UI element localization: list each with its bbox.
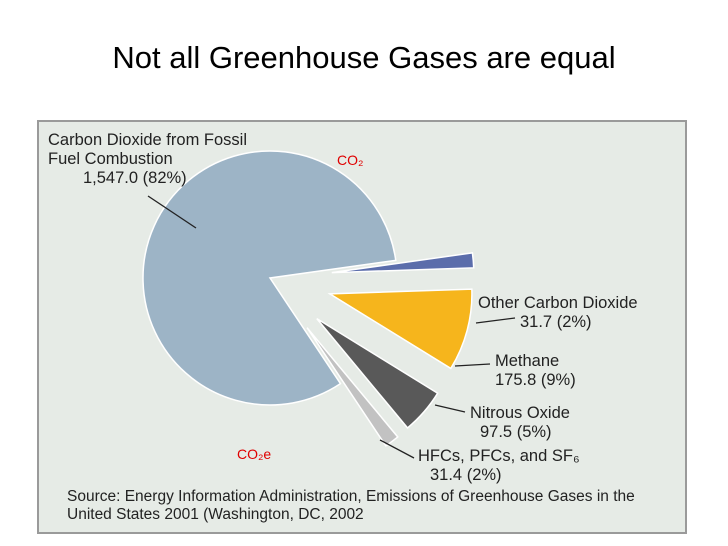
- pie-slice: [316, 318, 439, 429]
- category-name: Carbon Dioxide from Fossil Fuel Combusti…: [48, 131, 247, 168]
- source-note: Source: Energy Information Administratio…: [67, 488, 635, 523]
- slide-title: Not all Greenhouse Gases are equal: [112, 40, 616, 75]
- value-label: 31.7: [520, 313, 553, 331]
- leader-line: [147, 195, 197, 229]
- category-name: Nitrous Oxide: [470, 404, 570, 422]
- value-line: 1,547.0 (82%): [48, 169, 288, 188]
- slice-label: HFCs, PFCs, and SF₆ 31.4 (2%): [418, 447, 678, 485]
- category-name: Methane: [495, 352, 560, 370]
- pie-slice: [142, 150, 397, 406]
- leader-line: [475, 317, 516, 324]
- slice-label: Carbon Dioxide from Fossil Fuel Combusti…: [48, 131, 288, 188]
- percent-label: (5%): [516, 423, 552, 441]
- value-line: 175.8 (9%): [495, 371, 695, 390]
- percent-label: (2%): [466, 466, 502, 484]
- value-label: 175.8: [495, 371, 537, 389]
- slice-label: Other Carbon Dioxide 31.7 (2%): [478, 294, 708, 332]
- value-label: 1,547.0: [83, 169, 139, 187]
- percent-label: (2%): [556, 313, 592, 331]
- pie-slice: [306, 327, 399, 447]
- percent-label: (82%): [142, 169, 187, 187]
- slice-label: Nitrous Oxide 97.5 (5%): [470, 404, 670, 442]
- slice-label: Methane 175.8 (9%): [495, 352, 695, 390]
- value-label: 97.5: [480, 423, 513, 441]
- annotation: CO₂e: [237, 446, 272, 462]
- value-line: 31.7 (2%): [478, 313, 708, 332]
- value-label: 31.4: [430, 466, 463, 484]
- value-line: 97.5 (5%): [470, 423, 670, 442]
- leader-line: [379, 439, 415, 459]
- leader-line: [454, 363, 491, 367]
- pie-slice: [327, 288, 473, 370]
- annotation: CO₂: [337, 152, 364, 168]
- category-name: HFCs, PFCs, and SF₆: [418, 447, 580, 465]
- value-line: 31.4 (2%): [418, 466, 678, 485]
- chart-panel: [37, 120, 687, 534]
- leader-line: [434, 404, 466, 413]
- category-name: Other Carbon Dioxide: [478, 294, 638, 312]
- pie-slice: [331, 252, 475, 274]
- percent-label: (9%): [540, 371, 576, 389]
